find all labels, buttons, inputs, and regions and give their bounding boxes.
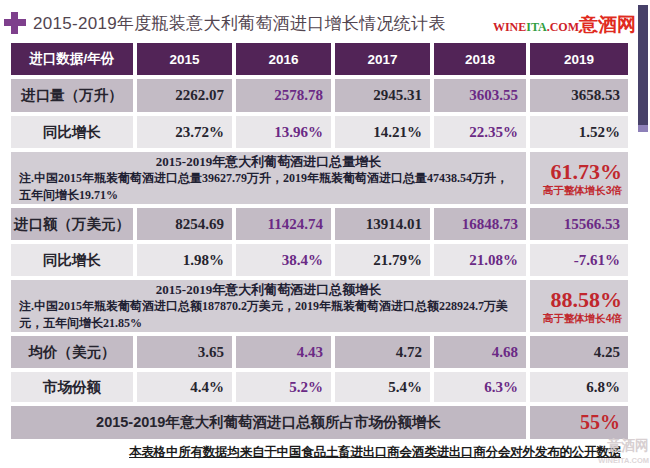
highlight-value: 61.73% (530, 160, 622, 184)
row-label: 同比增长 (11, 244, 133, 276)
data-cell: 2262.07 (137, 79, 232, 112)
data-cell: 5.2% (236, 372, 331, 402)
data-cell: 4.4% (137, 372, 232, 402)
data-cell: 13.96% (236, 116, 331, 148)
data-cell: 3.65 (137, 336, 232, 368)
data-cell: 22.35% (434, 116, 526, 148)
highlight-caption: 高于整体增长4倍 (530, 312, 622, 325)
table-row: 市场份额4.4%5.2%5.4%6.3%6.8% (11, 372, 628, 402)
summary-label: 2015-2019年意大利葡萄酒进口总额所占市场份额增长 (11, 406, 526, 439)
header-cell: 2019 (530, 43, 628, 75)
row-label: 进口额（万美元） (11, 208, 133, 240)
stats-table: 进口数据/年份20152016201720182019 进口量（万升）2262.0… (7, 39, 632, 443)
note-row: 2015-2019年意大利葡萄酒进口总额增长注.中国2015年瓶装葡萄酒进口总额… (11, 280, 628, 332)
header-cell: 2018 (434, 43, 526, 75)
note-title: 2015-2019年意大利葡萄酒进口总额增长 (19, 281, 518, 298)
logo-cn: 意酒网 (579, 14, 636, 35)
data-cell: 5.4% (335, 372, 430, 402)
data-cell: 2578.78 (236, 79, 331, 112)
header-cell: 2016 (236, 43, 331, 75)
data-cell: 38.4% (236, 244, 331, 276)
watermark: 意酒网 WINEITA.COM (598, 439, 649, 467)
data-cell: 3603.55 (434, 79, 526, 112)
data-cell: 11424.74 (236, 208, 331, 240)
table-row: 进口量（万升）2262.072578.782945.313603.553658.… (11, 79, 628, 112)
header-cell: 2015 (137, 43, 232, 75)
data-cell: 4.43 (236, 336, 331, 368)
scrollbar-deco (638, 5, 648, 125)
note-title: 2015-2019年意大利葡萄酒进口总量增长 (19, 153, 518, 170)
highlight-value: 88.58% (530, 288, 622, 312)
note-row: 2015-2019年意大利葡萄酒进口总量增长注.中国2015年瓶装葡萄酒进口总量… (11, 152, 628, 204)
data-cell: 4.72 (335, 336, 430, 368)
plus-icon (4, 12, 26, 34)
scrollbar-deco-cap (638, 125, 648, 132)
data-cell: 14.21% (335, 116, 430, 148)
data-cell: -7.61% (530, 244, 628, 276)
data-cell: 8254.69 (137, 208, 232, 240)
data-cell: 21.79% (335, 244, 430, 276)
summary-row: 2015-2019年意大利葡萄酒进口总额所占市场份额增长55% (11, 406, 628, 439)
data-cell: 15566.53 (530, 208, 628, 240)
header-cell: 进口数据/年份 (11, 43, 133, 75)
data-cell: 16848.73 (434, 208, 526, 240)
logo-latin-com: .COM (547, 20, 579, 34)
logo-latin-wine: WINE (493, 20, 526, 34)
page-title: 2015-2019年度瓶装意大利葡萄酒进口增长情况统计表 (33, 12, 446, 35)
data-cell: 6.3% (434, 372, 526, 402)
highlight-cell: 61.73%高于整体增长3倍 (530, 152, 628, 204)
summary-value: 55% (530, 406, 628, 439)
page: 2015-2019年度瓶装意大利葡萄酒进口增长情况统计表 WINEITA.COM… (0, 0, 650, 468)
row-label: 市场份额 (11, 372, 133, 402)
header-cell: 2017 (335, 43, 430, 75)
data-cell: 13914.01 (335, 208, 430, 240)
row-label: 均价（美元） (11, 336, 133, 368)
highlight-cell: 88.58%高于整体增长4倍 (530, 280, 628, 332)
data-cell: 23.72% (137, 116, 232, 148)
data-cell: 4.25 (530, 336, 628, 368)
data-cell: 3658.53 (530, 79, 628, 112)
data-cell: 1.52% (530, 116, 628, 148)
row-label: 进口量（万升） (11, 79, 133, 112)
data-cell: 6.8% (530, 372, 628, 402)
watermark-latin: WINEITA.COM (598, 456, 649, 465)
note-cell: 2015-2019年意大利葡萄酒进口总量增长注.中国2015年瓶装葡萄酒进口总量… (11, 152, 526, 204)
title-bar: 2015-2019年度瓶装意大利葡萄酒进口增长情况统计表 WINEITA.COM… (4, 8, 644, 38)
note-cell: 2015-2019年意大利葡萄酒进口总额增长注.中国2015年瓶装葡萄酒进口总额… (11, 280, 526, 332)
table-row: 同比增长23.72%13.96%14.21%22.35%1.52% (11, 116, 628, 148)
table-row: 均价（美元）3.654.434.724.684.25 (11, 336, 628, 368)
table-row: 同比增长1.98%38.4%21.79%21.08%-7.61% (11, 244, 628, 276)
logo-latin-ita: ITA (526, 20, 546, 34)
data-cell: 2945.31 (335, 79, 430, 112)
header-row: 进口数据/年份20152016201720182019 (11, 43, 628, 75)
highlight-caption: 高于整体增长3倍 (530, 184, 622, 197)
data-cell: 4.68 (434, 336, 526, 368)
row-label: 同比增长 (11, 116, 133, 148)
site-logo: WINEITA.COM意酒网 (493, 12, 636, 38)
source-note: 本表格中所有数据均来自于中国食品土畜进出口商会酒类进出口商分会对外发布的公开数据 (129, 444, 650, 461)
data-cell: 1.98% (137, 244, 232, 276)
watermark-cn: 意酒网 (607, 437, 649, 453)
data-cell: 21.08% (434, 244, 526, 276)
table-row: 进口额（万美元）8254.6911424.7413914.0116848.731… (11, 208, 628, 240)
